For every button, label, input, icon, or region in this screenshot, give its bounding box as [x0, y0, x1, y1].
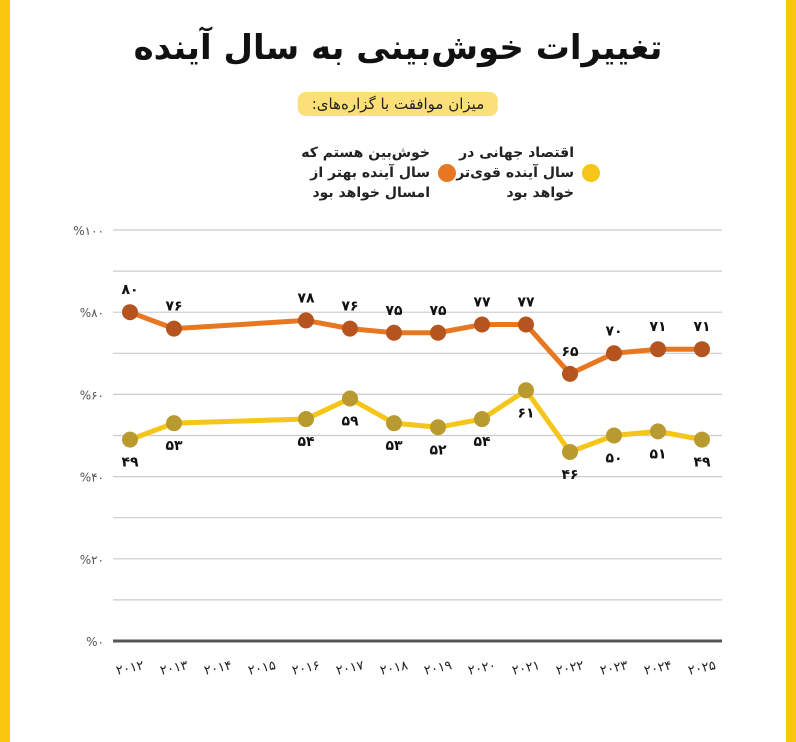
data-point: [518, 316, 534, 333]
data-label: ۵۰: [605, 451, 622, 467]
chart-title: تغییرات خوش‌بینی به سال آینده: [133, 28, 663, 68]
y-tick-label: %۲۰: [80, 553, 104, 567]
data-point: [562, 443, 578, 460]
data-point: [518, 382, 534, 399]
data-point: [562, 365, 578, 382]
data-point: [606, 427, 622, 444]
x-tick-label: ۲۰۱۹: [423, 658, 453, 678]
legend-item-optimism: خوش‌بین هستم که سال آینده بهتر از امسال …: [276, 143, 456, 203]
chart-subtitle: میزان موافقت با گزاره‌های:: [297, 92, 499, 116]
data-label: ۷۵: [429, 303, 447, 319]
x-tick-label: ۲۰۲۴: [643, 658, 673, 678]
data-label: ۵۳: [165, 438, 183, 454]
data-point: [474, 411, 490, 428]
y-tick-label: %۶۰: [80, 388, 104, 402]
data-label: ۷۶: [165, 299, 182, 315]
x-tick-label: ۲۰۱۲: [115, 658, 145, 678]
data-point: [650, 423, 666, 440]
data-point: [342, 390, 358, 407]
x-tick-label: ۲۰۲۳: [599, 658, 629, 678]
data-label: ۷۷: [473, 295, 491, 311]
data-point: [430, 324, 446, 341]
x-tick-label: ۲۰۱۳: [159, 658, 189, 678]
x-tick-label: ۲۰۱۷: [335, 658, 365, 678]
data-label: ۷۱: [649, 319, 666, 335]
y-tick-label: %۸۰: [80, 306, 104, 320]
x-tick-label: ۲۰۲۰: [467, 658, 497, 678]
data-point: [386, 324, 402, 341]
data-label: ۷۸: [297, 290, 315, 306]
data-point: [386, 415, 402, 432]
data-point: [122, 431, 138, 448]
data-label: ۵۲: [429, 442, 447, 458]
data-label: ۵۳: [385, 438, 403, 454]
data-label: ۷۵: [385, 303, 403, 319]
data-point: [606, 345, 622, 362]
legend-label: اقتصاد جهانی در سال آینده قوی‌تر خواهد ب…: [456, 145, 574, 201]
data-label: ۸۰: [121, 282, 138, 298]
data-label: ۵۴: [473, 434, 491, 450]
data-label: ۷۰: [605, 323, 622, 339]
x-tick-label: ۲۰۱۸: [379, 658, 409, 678]
data-label: ۶۵: [561, 344, 579, 360]
x-tick-label: ۲۰۱۶: [291, 658, 321, 678]
data-point: [166, 415, 182, 432]
legend-yellow-dot-icon: [582, 164, 600, 182]
data-label: ۷۷: [517, 295, 535, 311]
frame-edge-right: [786, 0, 796, 742]
legend-orange-dot-icon: [438, 164, 456, 182]
data-point: [694, 341, 710, 358]
data-label: ۶۱: [517, 405, 534, 421]
data-point: [298, 312, 314, 329]
y-tick-label: %۰: [86, 635, 104, 649]
x-tick-label: ۲۰۱۵: [247, 658, 277, 678]
data-point: [694, 431, 710, 448]
data-label: ۷۱: [693, 319, 710, 335]
legend-item-economy: اقتصاد جهانی در سال آینده قوی‌تر خواهد ب…: [430, 143, 600, 203]
data-label: ۴۹: [121, 455, 139, 471]
y-tick-label: %۴۰: [80, 471, 104, 485]
x-tick-label: ۲۰۲۲: [555, 658, 585, 678]
data-point: [166, 320, 182, 337]
x-tick-label: ۲۰۲۱: [511, 658, 541, 678]
data-label: ۵۴: [297, 434, 315, 450]
data-point: [122, 304, 138, 321]
x-tick-label: ۲۰۱۴: [203, 658, 233, 678]
data-label: ۴۹: [693, 455, 711, 471]
y-tick-label: %۱۰۰: [73, 224, 104, 238]
data-label: ۴۶: [561, 467, 578, 483]
x-tick-label: ۲۰۲۵: [687, 658, 717, 678]
data-point: [342, 320, 358, 337]
data-point: [430, 419, 446, 436]
data-label: ۷۶: [341, 299, 358, 315]
data-point: [474, 316, 490, 333]
frame-edge-left: [0, 0, 10, 742]
legend-label: خوش‌بین هستم که سال آینده بهتر از امسال …: [301, 145, 430, 201]
data-point: [650, 341, 666, 358]
series-line: [129, 309, 702, 377]
data-label: ۵۹: [341, 414, 359, 430]
data-point: [298, 411, 314, 428]
data-label: ۵۱: [649, 446, 666, 462]
